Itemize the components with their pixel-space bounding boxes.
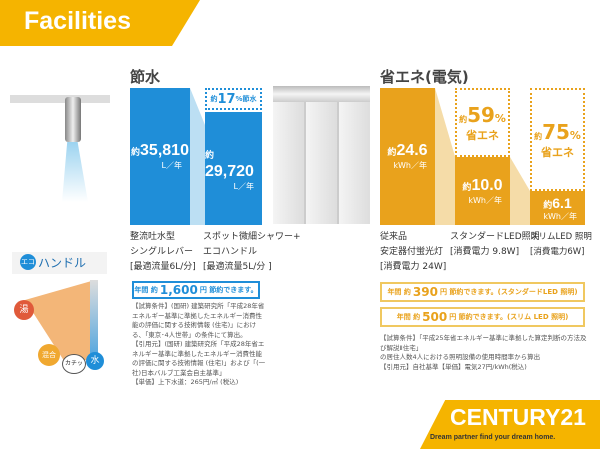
water-notes: 【試算条件】(国研) 建築研究所「平成28年省エネルギー基準に準拠したエネルギー… <box>132 302 266 386</box>
energy-bar3-label: スリムLED 照明 [消費電力6W] <box>530 232 592 257</box>
water-bar1-label: 整流吐水型 シングルレバー [最適流量6L/分] <box>130 232 196 272</box>
eco-mark-icon: エコ <box>20 254 36 270</box>
water-bar-conventional: 約35,810 L／年 <box>130 88 190 225</box>
eco-handle-diagram: エコ ハンドル 湯 混合 カチッ 水 <box>0 240 110 375</box>
cold-badge: 水 <box>86 352 104 370</box>
page-title: Facilities <box>24 7 131 35</box>
energy-section-title: 省エネ(電気) <box>380 68 469 86</box>
century21-logo-banner: CENTURY21 Dream partner find your dream … <box>420 400 600 449</box>
energy-bar1-label: 従来品 安定器付蛍光灯 [消費電力 24W] <box>380 232 447 272</box>
energy-bar-standard-led: 約10.0 kWh／年 <box>455 157 510 225</box>
brand-name: CENTURY21 <box>450 404 586 430</box>
energy-annual-saving-standard: 年間 約 390 円 節約できます。(スタンダードLED 照明) <box>380 282 585 302</box>
energy-saving-badge-75: 約75% 省エネ <box>530 88 585 191</box>
water-bar2-label: スポット微細シャワー+ エコハンドル [最適流量5L/分 ] <box>203 232 301 272</box>
water-saving-badge: 約 17 %節水 <box>205 88 262 110</box>
energy-annual-saving-slim: 年間 約 500 円 節約できます。(スリム LED 照明) <box>380 307 585 327</box>
energy-bar-conventional: 約24.6 kWh／年 <box>380 88 435 225</box>
water-section-title: 節水 <box>130 68 161 86</box>
click-bubble: カチッ <box>62 354 86 374</box>
water-bar-eco: 約29,720 L／年 <box>205 112 262 225</box>
water-annual-saving: 年間 約 1,600 円 節約できます。 <box>132 281 260 299</box>
energy-bar2-label: スタンダードLED照明 [消費電力 9.8W] <box>450 232 540 257</box>
energy-saving-badge-59: 約59% 省エネ <box>455 88 510 157</box>
header-banner: Facilities <box>0 0 200 46</box>
energy-bar-slim-led: 約6.1 kWh／年 <box>530 191 585 225</box>
mix-badge: 混合 <box>38 344 60 366</box>
energy-notes: 【試算条件】「平成25年省エネルギー基準に準拠した算定判断の方法及び解説Ⅱ住宅」… <box>380 334 587 371</box>
vanity-cabinet-image <box>273 86 370 226</box>
hot-badge: 湯 <box>14 300 34 320</box>
faucet-image <box>10 85 110 205</box>
eco-handle-logo-text: ハンドル <box>38 256 87 270</box>
brand-tagline: Dream partner find your dream home. <box>430 434 556 441</box>
